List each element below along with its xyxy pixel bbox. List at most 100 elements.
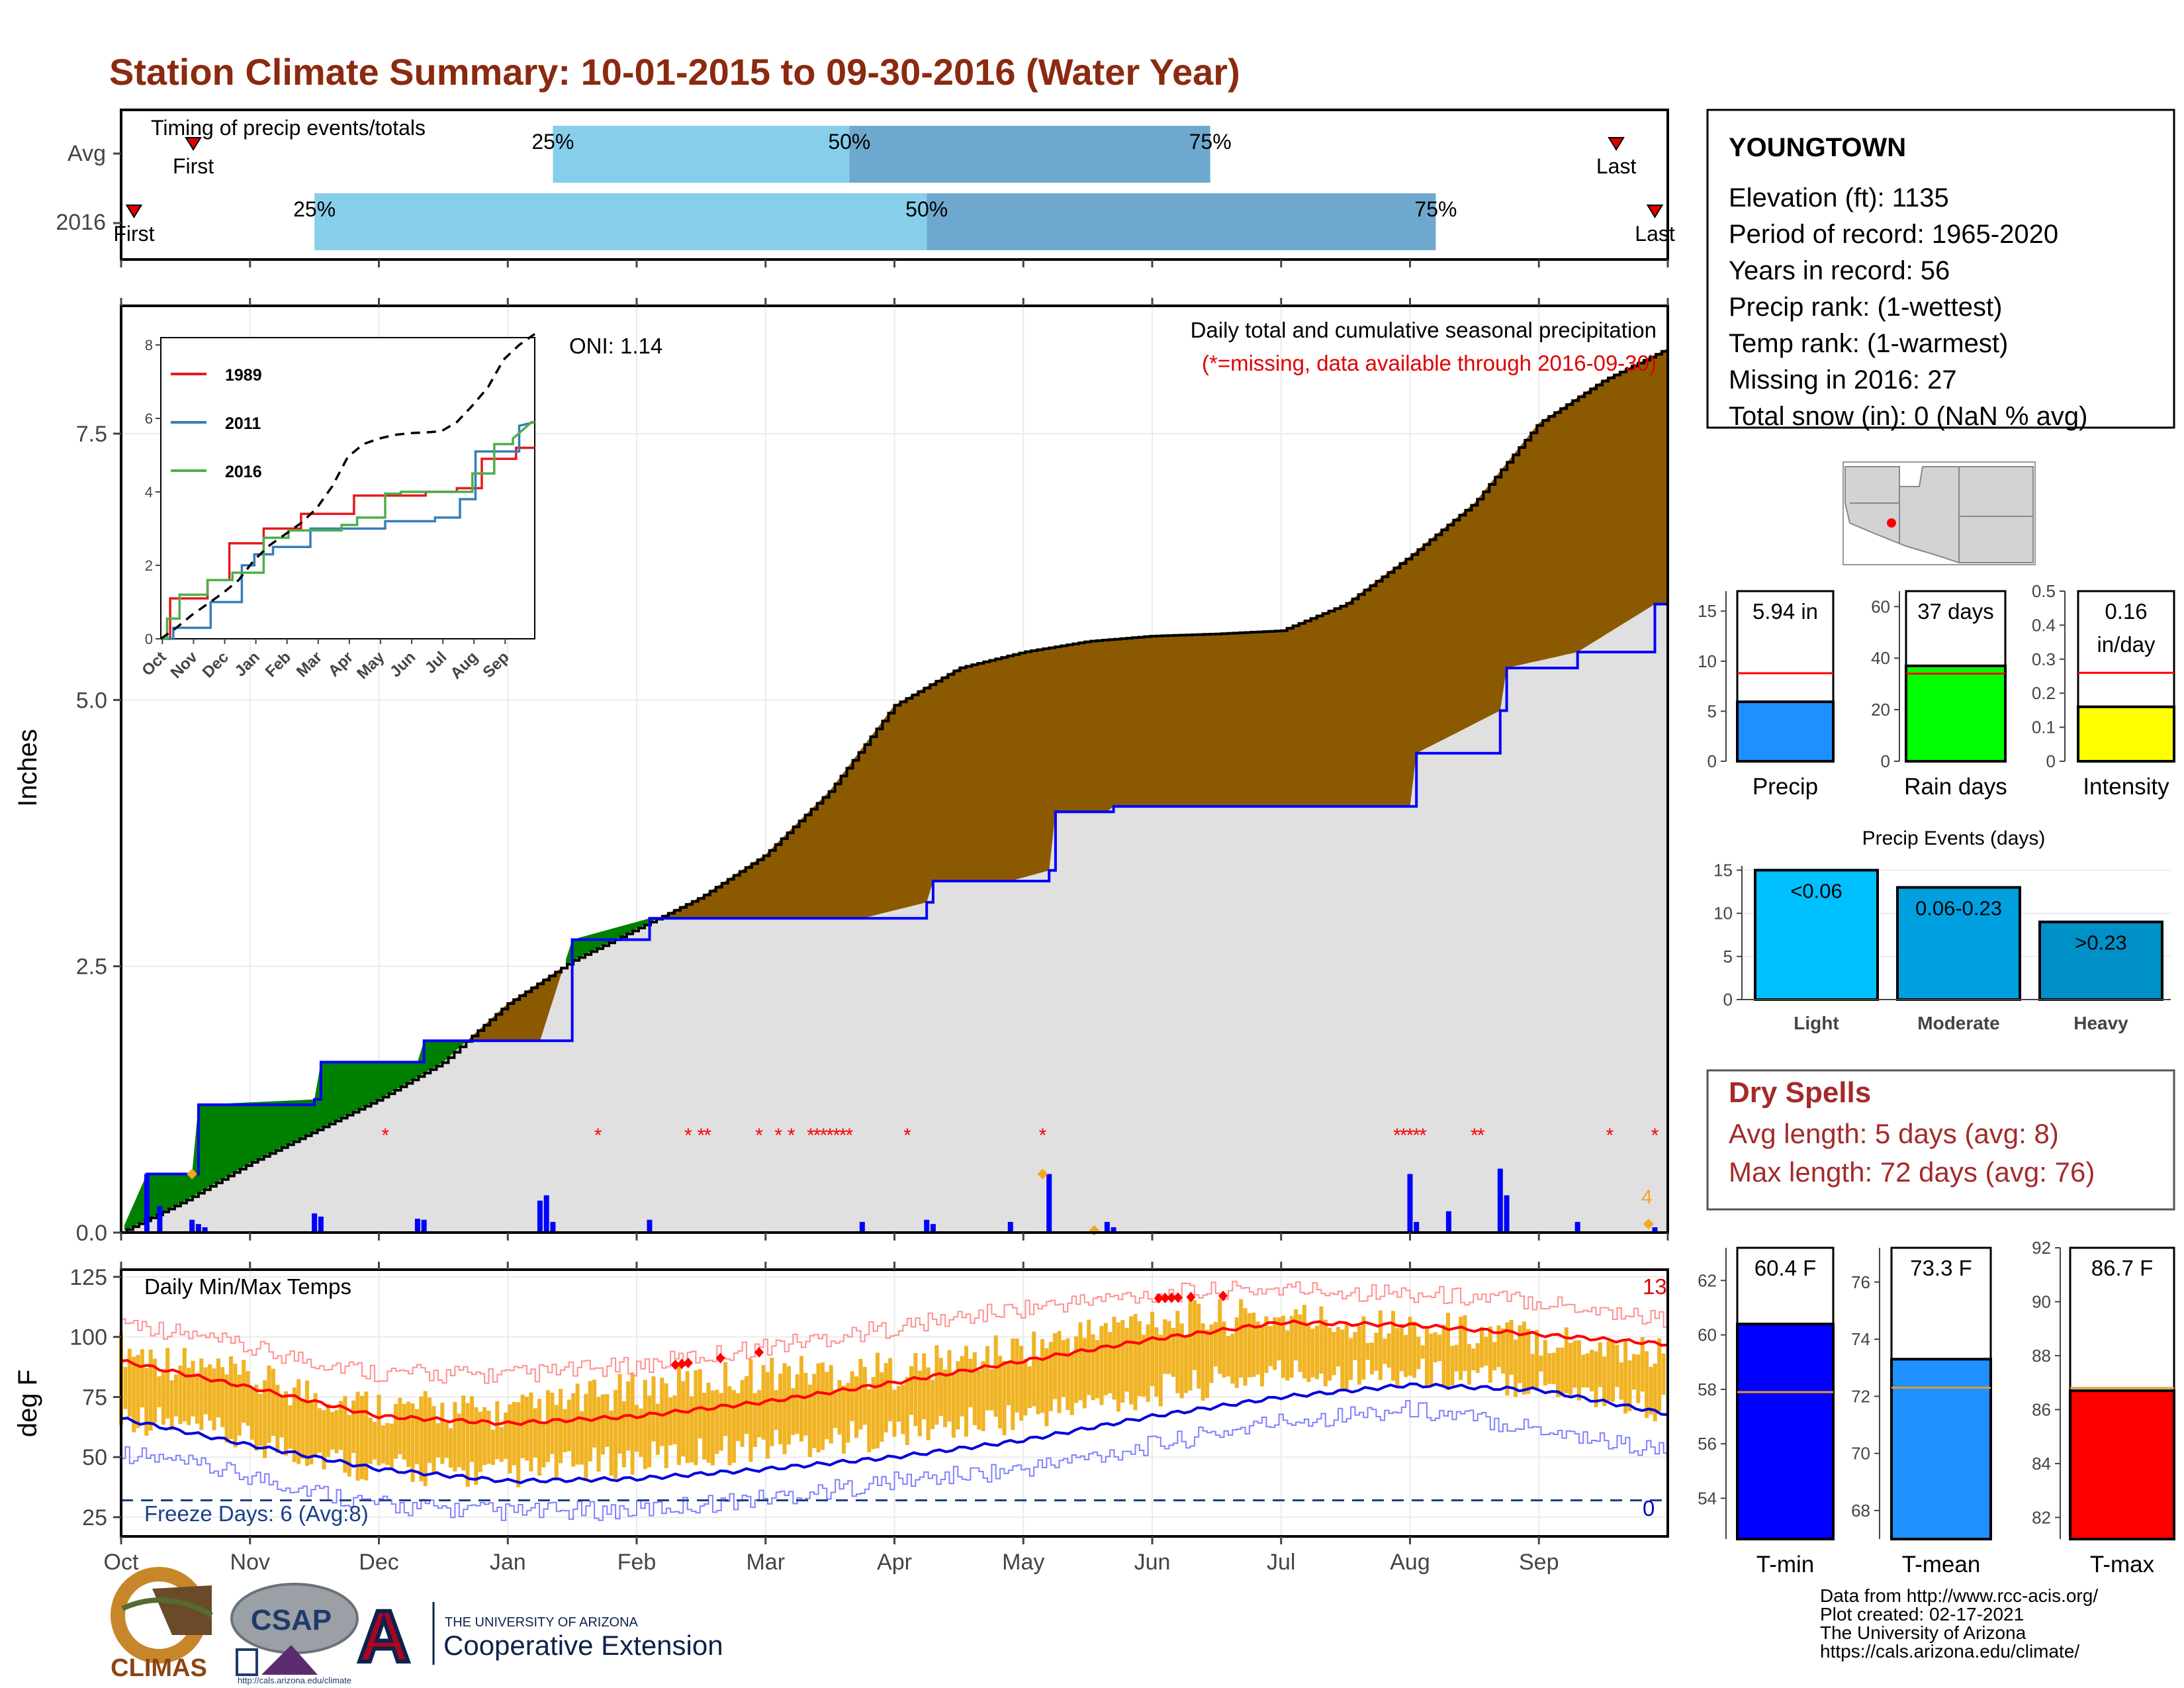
missing-day-marker: * <box>1471 1125 1479 1147</box>
locator-map <box>1843 461 2036 565</box>
inset-line-2016 <box>161 420 535 640</box>
temp-panel: 25 50 75 100 125 Oct Nov Dec Jan Feb Mar Apr May Jun… <box>13 1262 1669 1575</box>
precip-event-diamond <box>1037 1168 1048 1180</box>
station-name: YOUNGTOWN <box>1729 133 1906 162</box>
temp-y-label: deg F <box>13 1370 42 1437</box>
precip-annotation: Daily total and cumulative seasonal prec… <box>1191 318 1657 342</box>
temp-summary-y-tick-label: 76 <box>1851 1272 1870 1292</box>
station-line-period: Period of record: 1965-2020 <box>1729 220 2058 249</box>
missing-day-marker: * <box>903 1125 911 1147</box>
precip-summary-bar-rain days <box>1905 664 2007 763</box>
events-bar-moderate <box>1896 886 2021 1002</box>
timing-p50-label: 50% <box>905 197 948 221</box>
missing-day-marker: * <box>1412 1125 1420 1147</box>
precip-x-ticks <box>120 298 1669 1241</box>
footer-credits: Data from http://www.rcc-acis.org/ Plot … <box>1820 1585 2098 1662</box>
precip-daily-bar <box>144 1174 150 1233</box>
temp-summary-bar-t-min <box>1736 1323 1835 1540</box>
events-y-tick-label: 10 <box>1713 904 1733 923</box>
footer-line-1: Data from http://www.rcc-acis.org/ <box>1820 1585 2098 1606</box>
station-frame <box>1706 109 2175 429</box>
precip-summary-y-tick-label: 40 <box>1871 648 1890 668</box>
precip-summary-y-tick-label: 10 <box>1698 651 1717 671</box>
precip-summary-y-tick-label: 0 <box>1881 751 1890 771</box>
timing-p25-label: 25% <box>531 130 574 154</box>
precip-summary-y-tick-label: 5 <box>1707 701 1717 721</box>
temp-record-low-line <box>121 1400 1668 1521</box>
missing-day-marker: * <box>698 1125 705 1147</box>
timing-last-marker <box>1646 205 1664 218</box>
csap-logo-grid <box>236 1648 258 1676</box>
timing-first-label: First <box>173 154 214 178</box>
oni-label: ONI: 1.14 <box>569 334 662 358</box>
map-region <box>1844 466 2034 563</box>
missing-day-marker: * <box>820 1125 828 1147</box>
precip-below-fill <box>469 967 563 1041</box>
temp-summary-y-tick-label: 60 <box>1698 1325 1717 1345</box>
precip-summary-y-tick-label: 15 <box>1698 601 1717 621</box>
precip-daily-bar <box>543 1195 549 1233</box>
events-y-tick-label: 5 <box>1723 947 1733 966</box>
precip-missing-markers: * * * ** * * * ******* * * ***** ** * * <box>381 1125 1659 1147</box>
missing-day-marker: * <box>1039 1125 1047 1147</box>
missing-day-marker: * <box>1400 1125 1408 1147</box>
missing-day-marker: * <box>839 1125 847 1147</box>
missing-day-marker: * <box>1606 1125 1614 1147</box>
precip-daily-bar <box>1504 1195 1510 1233</box>
temp-y-tick-label: 125 <box>69 1265 107 1290</box>
missing-day-marker: * <box>788 1125 796 1147</box>
precip-2016-line <box>121 602 1668 1234</box>
page-title: Station Climate Summary: 10-01-2015 to 0… <box>109 51 1240 93</box>
precip-daily-bar <box>421 1219 427 1233</box>
precip-summary-bar-intensity <box>2077 705 2175 763</box>
temp-summary-y-tick-label: 90 <box>2032 1291 2051 1311</box>
dry-spells-avg: Avg length: 5 days (avg: 8) <box>1729 1118 2059 1149</box>
precip-daily-bar <box>157 1205 163 1233</box>
events-y-tick-label: 0 <box>1723 990 1733 1009</box>
footer-line-3: The University of Arizona <box>1820 1622 2026 1643</box>
month-tick-label: Oct <box>104 1550 139 1575</box>
dry-spells-frame <box>1706 1069 2175 1211</box>
precip-daily-bar <box>1104 1221 1110 1233</box>
temp-summary-value-label: 60.4 F <box>1754 1256 1817 1280</box>
ua-logo-big-text: Cooperative Extension <box>443 1630 723 1661</box>
temp-summary-y-tick-label: 54 <box>1698 1488 1717 1508</box>
month-tick-label: Sep <box>1519 1550 1559 1575</box>
record-hot-marker <box>1167 1292 1177 1303</box>
ua-logo-small-text: THE UNIVERSITY OF ARIZONA <box>445 1615 639 1630</box>
temp-summary-y-tick-label: 68 <box>1851 1501 1870 1521</box>
missing-day-marker: * <box>833 1125 841 1147</box>
month-tick-label: Jun <box>1134 1550 1171 1575</box>
events-title: Precip Events (days) <box>1862 827 2046 849</box>
temp-plot <box>119 1280 1668 1521</box>
csap-logo-mountain <box>261 1645 318 1675</box>
precip-daily-bar <box>1652 1227 1658 1233</box>
timing-row-label-2016: 2016 <box>56 210 106 235</box>
missing-day-marker: * <box>1393 1125 1401 1147</box>
temp-x-axis: Oct Nov Dec Jan Feb Mar Apr May Jun Jul Aug Sep <box>104 1262 1559 1575</box>
inset-y-tick-label: 8 <box>145 337 153 353</box>
timing-bar-25-50-2016 <box>314 193 927 250</box>
month-tick-label: Jan <box>490 1550 526 1575</box>
precip-summary-y-tick-label: 0.2 <box>2032 683 2056 703</box>
record-hot-marker <box>1186 1291 1196 1303</box>
precip-y-tick-label: 7.5 <box>76 422 107 447</box>
precip-event-diamond <box>1643 1219 1654 1230</box>
precip-panel: * * * ** * * * ******* * * ***** ** * * 0.02.55.07.5 … <box>13 298 1669 1246</box>
precip-summary-y-tick-label: 0.5 <box>2032 581 2056 601</box>
temp-summary-value-label: 86.7 F <box>2091 1256 2154 1280</box>
precip-daily-bar <box>1414 1221 1420 1233</box>
missing-day-marker: * <box>381 1125 389 1147</box>
missing-day-marker: * <box>813 1125 821 1147</box>
hot-days-count: 13 <box>1643 1274 1667 1299</box>
missing-day-marker: * <box>704 1125 711 1147</box>
missing-day-marker: * <box>774 1125 782 1147</box>
precip-daily-bar <box>537 1200 543 1233</box>
precip-event-diamond <box>187 1168 198 1180</box>
inset-line-average <box>159 333 536 640</box>
station-line-temp-rank: Temp rank: (1-warmest) <box>1729 329 2008 358</box>
timing-row-label-avg: Avg <box>68 141 106 166</box>
climas-logo-text: CLIMAS <box>111 1654 207 1682</box>
timing-p75-label: 75% <box>1189 130 1232 154</box>
climas-logo: CLIMAS <box>111 1567 213 1682</box>
